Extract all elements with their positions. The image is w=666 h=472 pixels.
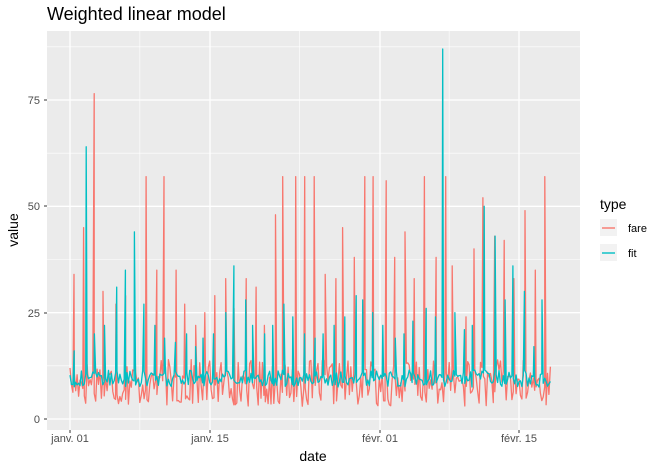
y-tick-label-0: 0 — [34, 414, 40, 426]
x-tick-label-feb01: févr. 01 — [362, 433, 398, 445]
y-tick-label-75: 75 — [28, 95, 40, 107]
legend-label-fare: fare — [628, 223, 647, 235]
series-line-fit — [69, 48, 551, 388]
legend-label-fit: fit — [628, 248, 637, 260]
chart-title: Weighted linear model — [47, 4, 226, 24]
x-tick-label-feb15: févr. 15 — [501, 433, 537, 445]
series-layer — [69, 48, 552, 407]
legend-title: type — [600, 196, 627, 212]
series-line-fare — [69, 92, 552, 407]
x-tick-label-jan15: janv. 15 — [190, 433, 229, 445]
x-axis-title: date — [299, 448, 326, 464]
x-tick-label-jan01: janv. 01 — [50, 433, 89, 445]
y-tick-label-50: 50 — [28, 201, 40, 213]
x-axis: janv. 01 janv. 15 févr. 01 févr. 15 — [50, 430, 537, 445]
y-axis-title: value — [5, 213, 21, 247]
y-tick-label-25: 25 — [28, 308, 40, 320]
legend: type fare fit — [600, 196, 647, 261]
y-axis: 0 25 50 75 — [28, 95, 47, 426]
